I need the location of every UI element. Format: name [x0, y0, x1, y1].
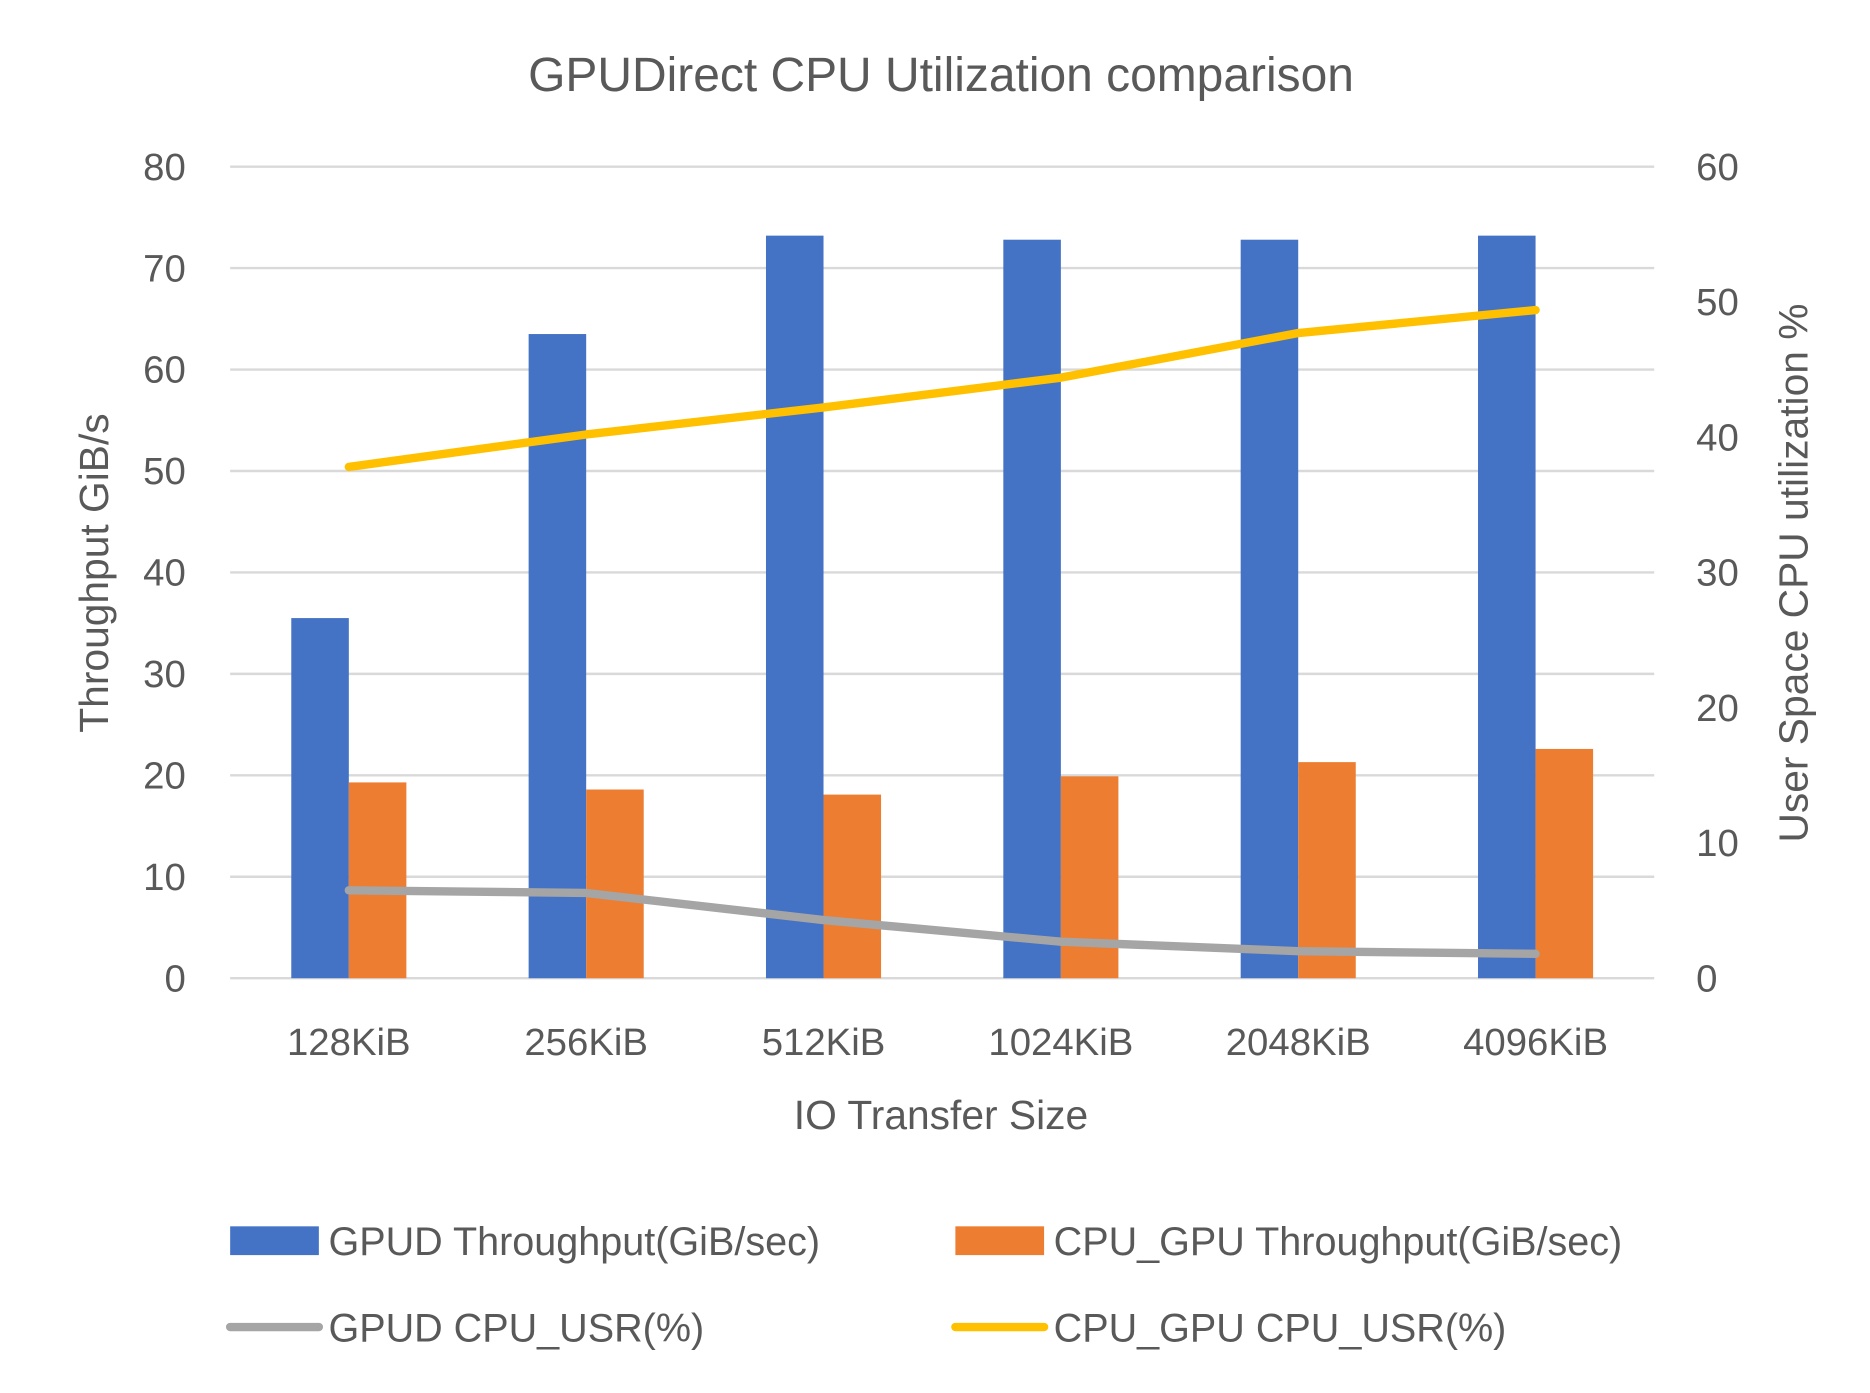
y-tick-label: 40: [143, 552, 186, 595]
y-tick-label: 60: [143, 349, 186, 392]
bar: [1060, 776, 1119, 979]
bar: [528, 334, 587, 979]
y-tick-label: 70: [143, 247, 186, 290]
legend-label: CPU_GPU CPU_USR(%): [1054, 1306, 1507, 1350]
bar: [765, 235, 824, 979]
legend-label: GPUD CPU_USR(%): [328, 1306, 704, 1350]
gridlines: [230, 165, 1655, 980]
bar: [823, 794, 882, 979]
x-tick-label: 2048KiB: [1226, 1021, 1371, 1064]
bar: [1478, 235, 1536, 979]
y-axis-label: Throughput GiB/s: [71, 413, 117, 732]
bar: [1298, 762, 1356, 979]
legend-swatch: [955, 1226, 1045, 1256]
bar: [1240, 239, 1299, 979]
x-tick-label: 4096KiB: [1463, 1021, 1608, 1064]
y-tick-label: 0: [164, 957, 185, 1000]
y2-tick-label: 20: [1696, 687, 1739, 730]
y2-tick-label: 10: [1696, 822, 1739, 865]
x-tick-label: 512KiB: [762, 1021, 886, 1064]
legend-label: CPU_GPU Throughput(GiB/sec): [1054, 1220, 1623, 1264]
x-axis-label: IO Transfer Size: [794, 1092, 1088, 1138]
bar: [348, 782, 407, 979]
legend-swatch: [230, 1226, 319, 1256]
y2-tick-label: 30: [1696, 552, 1739, 595]
y-axis-ticks: 0 10 20 30 40 50 60 70 80: [143, 146, 186, 1001]
legend: GPUD Throughput(GiB/sec) CPU_GPU Throughp…: [225, 1220, 1623, 1350]
y-tick-label: 80: [143, 146, 186, 189]
y2-tick-label: 0: [1696, 957, 1717, 1000]
x-tick-label: 1024KiB: [988, 1021, 1133, 1064]
x-tick-label: 256KiB: [524, 1021, 648, 1064]
bar: [1535, 748, 1594, 979]
chart-title: GPUDirect CPU Utilization comparison: [528, 49, 1354, 102]
y-tick-label: 10: [143, 856, 186, 899]
legend-label: GPUD Throughput(GiB/sec): [328, 1220, 820, 1264]
bar: [291, 618, 349, 979]
bars: [291, 235, 1594, 979]
x-axis-ticks: 128KiB 256KiB 512KiB 1024KiB 2048KiB 4096KiB: [287, 1021, 1608, 1064]
y2-axis-ticks: 0 10 20 30 40 50 60: [1696, 146, 1739, 1001]
y2-tick-label: 40: [1696, 416, 1739, 459]
series-line: [344, 886, 1540, 959]
y-tick-label: 30: [143, 653, 186, 696]
x-tick-label: 128KiB: [287, 1021, 411, 1064]
bar: [1003, 239, 1061, 979]
lines: [344, 305, 1540, 959]
y-tick-label: 50: [143, 450, 186, 493]
y-tick-label: 20: [143, 755, 186, 798]
y2-tick-label: 60: [1696, 146, 1739, 189]
bar: [586, 789, 644, 979]
series-line: [344, 305, 1540, 472]
y2-axis-label: User Space CPU utilization %: [1771, 304, 1817, 843]
y2-tick-label: 50: [1696, 281, 1739, 324]
